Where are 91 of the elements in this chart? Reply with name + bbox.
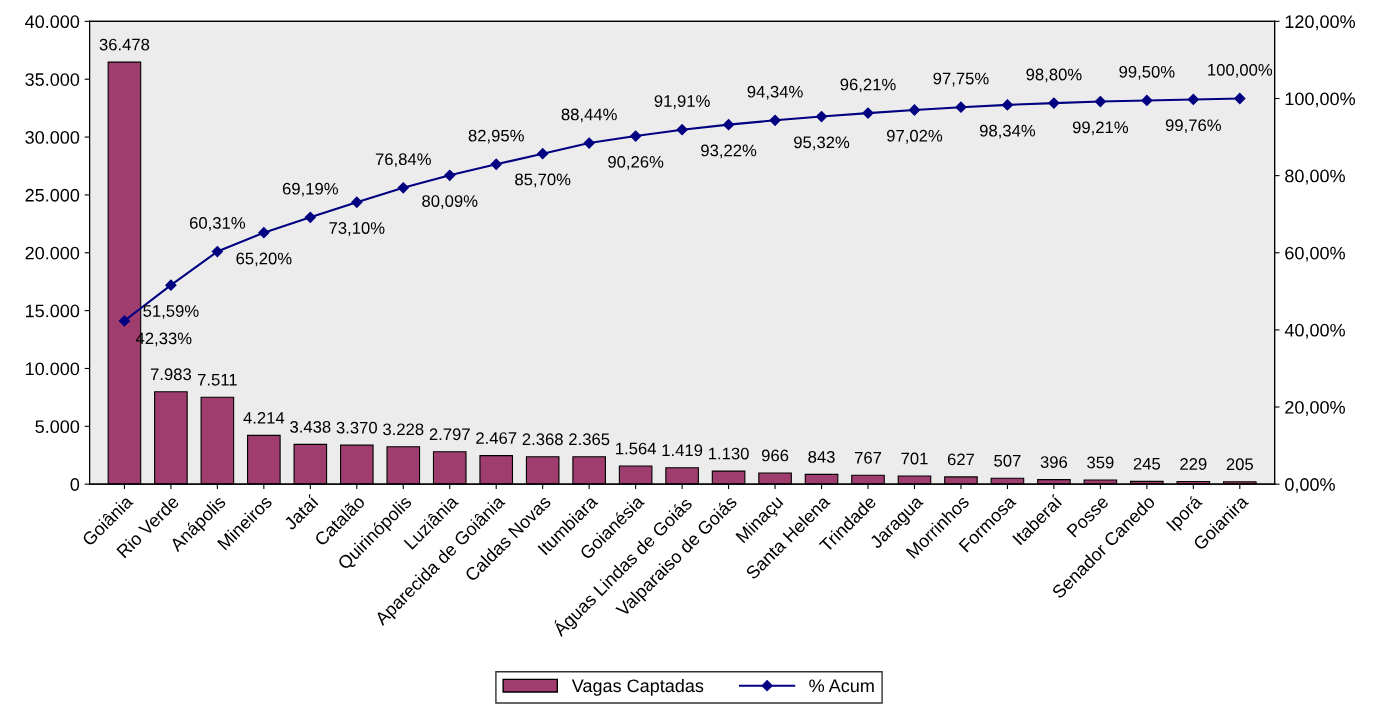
data-label: 1.564 — [616, 442, 656, 455]
point — [769, 114, 781, 126]
data-label: 2.797 — [429, 428, 470, 441]
data-label: 3.228 — [383, 423, 424, 436]
data-label: 98,80% — [1026, 68, 1082, 83]
point — [1234, 92, 1246, 105]
point — [118, 315, 131, 327]
point — [908, 104, 921, 116]
y2-tick-label: 0,00% — [1285, 478, 1335, 494]
data-label: 843 — [808, 450, 835, 463]
data-label: 966 — [761, 449, 789, 462]
data-label: 3.438 — [290, 420, 331, 433]
data-label: 90,26% — [608, 155, 664, 170]
y-tick-label: 40.000 — [25, 15, 80, 29]
point — [397, 182, 409, 194]
data-label: 85,70% — [515, 173, 571, 188]
point — [165, 279, 177, 291]
point — [211, 245, 223, 258]
y2-tick-label: 20,00% — [1285, 400, 1345, 416]
data-label: 4.214 — [243, 411, 285, 424]
data-label: 7.983 — [150, 368, 192, 381]
data-label: 229 — [1180, 458, 1207, 470]
y-tick-label: 0 — [70, 478, 80, 491]
data-label: 767 — [854, 451, 882, 464]
data-label: 88,44% — [561, 108, 617, 123]
y2-tick-label: 40,00% — [1284, 323, 1345, 339]
data-label: 245 — [1133, 457, 1161, 470]
data-label: 205 — [1226, 458, 1253, 471]
data-label: 507 — [994, 454, 1021, 467]
point — [1001, 99, 1014, 111]
point — [490, 158, 502, 170]
y2-tick-label: 100,00% — [1285, 92, 1356, 108]
data-label: 73,10% — [329, 222, 385, 236]
y-tick-label: 5.000 — [35, 420, 80, 434]
data-label: 97,02% — [887, 129, 943, 144]
data-label: 359 — [1087, 456, 1114, 469]
data-label: 65,20% — [236, 252, 292, 267]
legend-label: % Acum — [809, 679, 874, 693]
point — [1141, 94, 1153, 107]
point — [722, 119, 735, 131]
data-label: 99,50% — [1119, 65, 1175, 80]
data-label: 2.467 — [476, 432, 517, 444]
y-tick-label: 30.000 — [25, 130, 80, 144]
data-label: 701 — [901, 452, 928, 465]
data-label: 60,31% — [189, 217, 246, 231]
y2-tick-label: 120,00% — [1285, 15, 1356, 31]
point — [815, 110, 828, 123]
data-label: 82,95% — [468, 129, 524, 144]
point — [1094, 95, 1106, 108]
data-label: 76,84% — [375, 153, 431, 168]
data-label: 36.478 — [99, 38, 150, 51]
data-label: 91,91% — [654, 95, 710, 109]
y2-tick-label: 80,00% — [1285, 169, 1345, 185]
data-label: 80,09% — [422, 195, 478, 209]
data-label: 7.511 — [197, 374, 237, 386]
point — [676, 124, 688, 136]
y2-tick-label: 60,00% — [1285, 246, 1345, 262]
data-label: 2.368 — [522, 433, 563, 446]
point — [537, 148, 549, 160]
point — [304, 211, 316, 223]
point — [444, 169, 456, 181]
data-label: 93,22% — [701, 144, 757, 159]
data-label: 95,32% — [794, 136, 850, 151]
data-label: 99,76% — [1165, 119, 1221, 134]
data-label: 97,75% — [933, 72, 989, 87]
data-label: 96,21% — [840, 78, 896, 93]
point — [351, 196, 363, 208]
data-label: 99,21% — [1072, 121, 1129, 136]
data-label: 51,59% — [143, 305, 199, 319]
y-tick-label: 20.000 — [25, 246, 80, 260]
y-tick-label: 35.000 — [25, 73, 80, 86]
data-label: 627 — [947, 453, 975, 466]
data-label: 1.419 — [662, 444, 703, 457]
data-label: 100,00% — [1208, 63, 1273, 78]
y-tick-label: 25.000 — [25, 188, 80, 202]
point — [1048, 97, 1060, 109]
data-label: 2.365 — [569, 433, 610, 446]
y-tick-label: 10.000 — [26, 362, 80, 376]
data-label: 69,19% — [282, 182, 338, 197]
data-label: 396 — [1040, 456, 1068, 468]
data-label: 3.370 — [336, 421, 377, 434]
data-label: 1.130 — [709, 447, 749, 460]
point — [258, 227, 270, 239]
data-label: 98,34% — [979, 124, 1036, 139]
point — [955, 101, 967, 113]
point — [630, 130, 642, 142]
y-tick-label: 15.000 — [26, 304, 80, 318]
point — [583, 137, 595, 149]
point — [1187, 93, 1199, 106]
legend-label: Vagas Captadas — [571, 678, 704, 696]
data-label: 94,34% — [747, 85, 803, 100]
